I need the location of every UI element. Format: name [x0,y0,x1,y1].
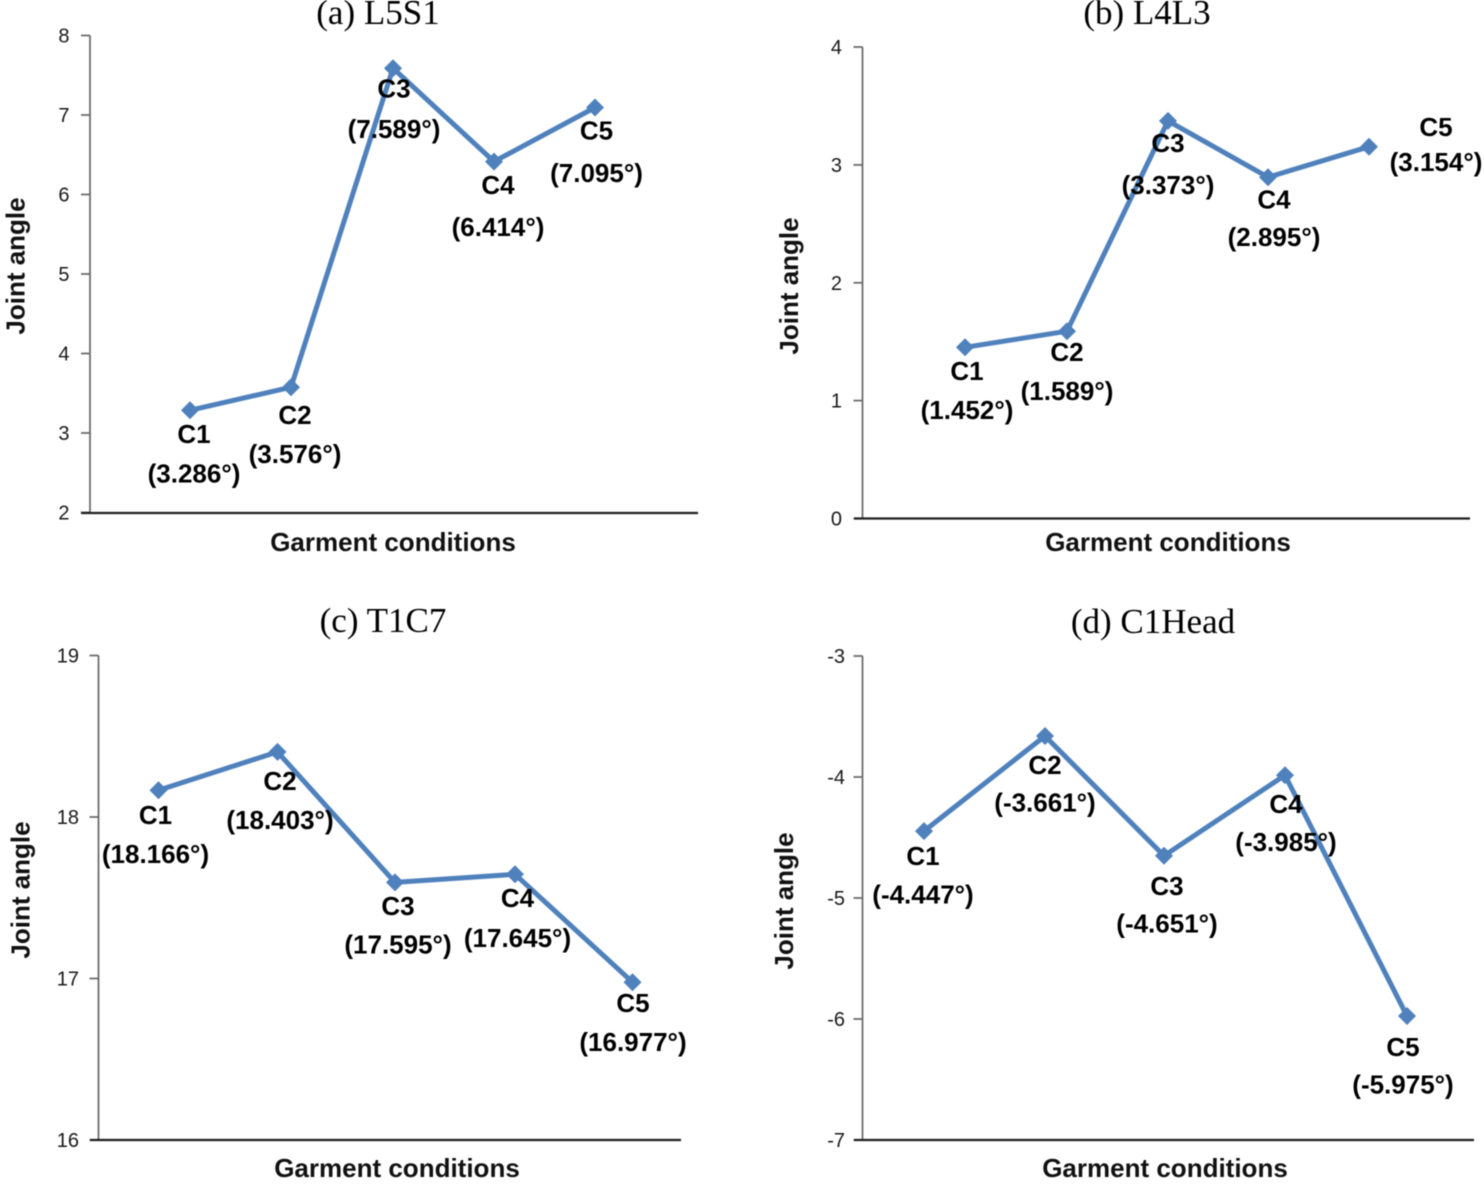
svg-text:(7.589°): (7.589°) [348,114,441,144]
svg-text:(-3.661°): (-3.661°) [994,788,1095,818]
svg-text:0: 0 [831,509,842,531]
svg-text:(1.452°): (1.452°) [921,395,1014,425]
svg-text:(17.595°): (17.595°) [344,930,451,960]
svg-text:C5: C5 [1386,1032,1419,1062]
svg-text:(3.373°): (3.373°) [1122,170,1215,200]
svg-text:Garment conditions: Garment conditions [1042,1153,1288,1182]
svg-text:C1: C1 [950,356,983,386]
svg-text:-5: -5 [827,888,845,910]
svg-text:C1: C1 [177,419,210,449]
svg-text:(c) T1C7: (c) T1C7 [320,601,447,640]
svg-text:C2: C2 [263,766,296,796]
svg-text:C2: C2 [1050,337,1083,367]
svg-text:C4: C4 [481,170,515,200]
svg-text:C2: C2 [278,400,311,430]
svg-text:C3: C3 [1150,871,1183,901]
svg-text:(-5.975°): (-5.975°) [1352,1070,1453,1100]
svg-text:2: 2 [58,503,69,525]
svg-text:-3: -3 [827,646,845,668]
svg-text:(2.895°): (2.895°) [1228,222,1321,252]
svg-text:(17.645°): (17.645°) [464,923,571,953]
svg-text:C5: C5 [580,116,613,146]
svg-text:(7.095°): (7.095°) [550,158,643,188]
svg-text:Joint angle: Joint angle [769,832,799,969]
svg-text:6: 6 [58,185,69,207]
svg-text:3: 3 [58,423,69,445]
svg-text:C4: C4 [1257,185,1291,215]
svg-text:4: 4 [831,37,842,59]
svg-text:-4: -4 [827,767,845,789]
svg-text:C5: C5 [1419,112,1452,142]
svg-text:(3.154°): (3.154°) [1390,147,1483,177]
svg-text:5: 5 [58,264,69,286]
svg-text:-6: -6 [827,1009,845,1031]
svg-text:C4: C4 [501,883,535,913]
svg-text:(-4.651°): (-4.651°) [1116,909,1217,939]
svg-text:(3.286°): (3.286°) [148,459,241,489]
svg-text:(-4.447°): (-4.447°) [872,880,973,910]
svg-text:3: 3 [831,155,842,177]
svg-text:1: 1 [831,391,842,413]
svg-text:Joint angle: Joint angle [1,197,31,334]
svg-text:16: 16 [57,1130,79,1152]
svg-text:8: 8 [58,26,69,48]
svg-text:19: 19 [57,646,79,668]
svg-text:(a) L5S1: (a) L5S1 [316,0,439,32]
svg-text:C1: C1 [139,800,172,830]
svg-text:C3: C3 [377,74,410,104]
svg-text:C5: C5 [616,988,649,1018]
svg-text:-7: -7 [827,1130,845,1152]
svg-text:Joint angle: Joint angle [774,217,804,354]
svg-text:Garment conditions: Garment conditions [274,1153,520,1182]
svg-text:(16.977°): (16.977°) [579,1027,686,1057]
svg-text:17: 17 [57,969,79,991]
svg-text:Garment conditions: Garment conditions [270,527,516,557]
svg-text:(3.576°): (3.576°) [249,439,342,469]
svg-text:C1: C1 [906,841,939,871]
svg-text:(6.414°): (6.414°) [452,212,545,242]
svg-text:Garment conditions: Garment conditions [1045,527,1291,557]
svg-text:(18.166°): (18.166°) [102,839,209,869]
svg-text:C4: C4 [1269,789,1303,819]
svg-text:(b) L4L3: (b) L4L3 [1083,0,1210,32]
svg-text:C2: C2 [1028,750,1061,780]
svg-text:C3: C3 [1151,128,1184,158]
svg-text:2: 2 [831,273,842,295]
svg-text:(1.589°): (1.589°) [1021,376,1114,406]
svg-text:18: 18 [57,807,79,829]
svg-text:(d) C1Head: (d) C1Head [1071,602,1236,641]
svg-text:C3: C3 [381,891,414,921]
svg-text:Joint angle: Joint angle [6,821,36,958]
svg-text:4: 4 [58,344,69,366]
svg-text:(18.403°): (18.403°) [226,805,333,835]
svg-text:(-3.985°): (-3.985°) [1235,827,1336,857]
svg-text:7: 7 [58,105,69,127]
